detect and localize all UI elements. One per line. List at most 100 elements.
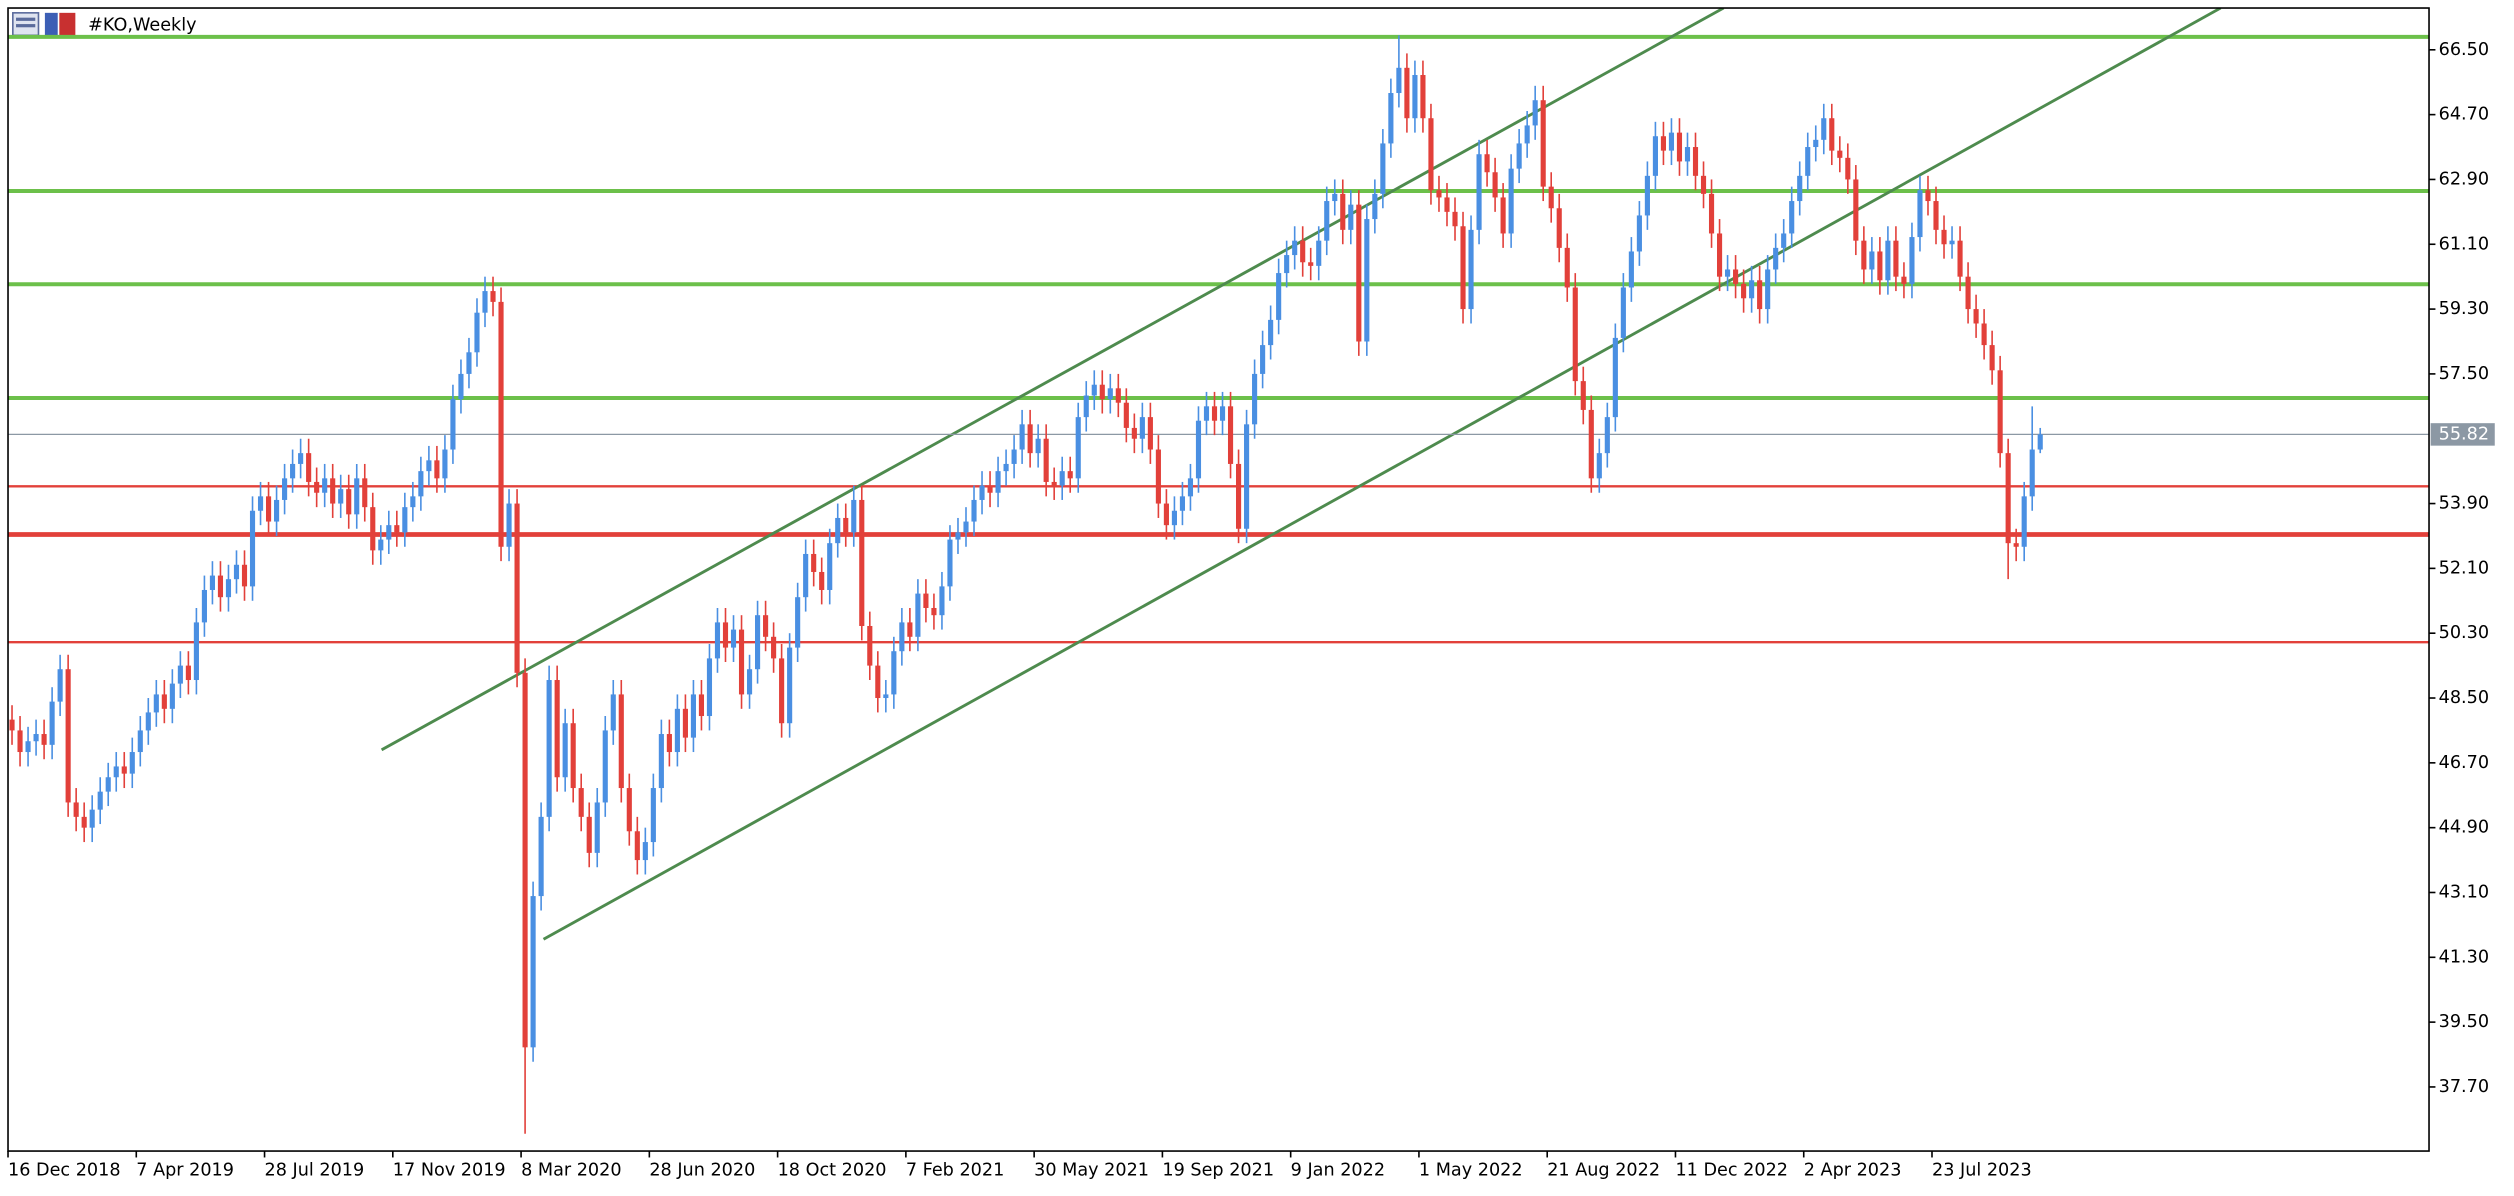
x-tick-label: 1 May 2022 bbox=[1419, 1160, 1523, 1180]
candle-body bbox=[1805, 147, 1811, 176]
candle-body bbox=[1757, 280, 1763, 310]
candle-body bbox=[2021, 496, 2027, 547]
candle-body bbox=[1268, 319, 1274, 346]
candle-body bbox=[1011, 449, 1017, 464]
candle-body bbox=[690, 694, 696, 738]
candle-body bbox=[1524, 125, 1530, 144]
candle-body bbox=[963, 521, 969, 533]
candle-body bbox=[1644, 175, 1650, 216]
plot-frame bbox=[7, 7, 2430, 1152]
candle-body bbox=[249, 510, 256, 587]
candle-body bbox=[1925, 190, 1931, 202]
candle-body bbox=[217, 575, 224, 598]
candle-body bbox=[354, 478, 360, 515]
candle-body bbox=[1476, 154, 1482, 230]
candle-body bbox=[2029, 449, 2035, 497]
candle-body bbox=[1171, 510, 1177, 526]
candle-body bbox=[1540, 100, 1546, 187]
candle-body bbox=[1556, 208, 1562, 248]
candle-body bbox=[265, 496, 272, 522]
candle-body bbox=[185, 665, 191, 681]
x-tick-label: 11 Dec 2022 bbox=[1675, 1160, 1788, 1180]
candle-body bbox=[562, 723, 568, 778]
candle-body bbox=[682, 708, 688, 738]
y-tick-label: 43.10 bbox=[2439, 882, 2489, 902]
candle-body bbox=[1452, 211, 1458, 227]
candle-body bbox=[442, 449, 448, 479]
candle-body bbox=[113, 766, 119, 778]
candle-body bbox=[1348, 204, 1354, 230]
x-tick-label: 9 Jan 2022 bbox=[1291, 1160, 1385, 1180]
candle-body bbox=[995, 471, 1001, 493]
candle-body bbox=[177, 665, 183, 684]
candle-body bbox=[987, 485, 993, 493]
candle-body bbox=[1636, 215, 1642, 252]
candle-body bbox=[1612, 337, 1618, 418]
candle-body bbox=[1532, 100, 1538, 126]
candle-body bbox=[1853, 179, 1859, 241]
candle-body bbox=[1388, 93, 1394, 144]
candle-body bbox=[626, 788, 632, 832]
y-tick-label: 37.70 bbox=[2439, 1077, 2489, 1097]
candle-body bbox=[1244, 424, 1250, 529]
candle-body bbox=[17, 730, 23, 753]
candle-body bbox=[1356, 204, 1362, 342]
candle-body bbox=[1580, 381, 1586, 410]
candle-body bbox=[1211, 406, 1218, 421]
candle-body bbox=[201, 589, 207, 623]
candle-body bbox=[1059, 471, 1065, 486]
candle-body bbox=[1660, 136, 1667, 151]
candle-body bbox=[674, 708, 680, 753]
candle-body bbox=[306, 453, 312, 482]
y-tick-label: 46.70 bbox=[2439, 753, 2489, 773]
candle-body bbox=[738, 629, 745, 695]
candle-body bbox=[1813, 139, 1819, 148]
candle-body bbox=[1676, 132, 1683, 162]
candle-body bbox=[1596, 453, 1602, 479]
candle-body bbox=[225, 579, 232, 598]
candle-body bbox=[1652, 136, 1658, 176]
candle-body bbox=[827, 543, 833, 590]
x-tick-label: 7 Apr 2019 bbox=[136, 1160, 234, 1180]
candle-body bbox=[1572, 287, 1578, 382]
candle-body bbox=[706, 658, 713, 717]
candle-body bbox=[1436, 190, 1442, 198]
candle-body bbox=[1396, 67, 1402, 94]
candle-body bbox=[1604, 417, 1610, 454]
candle-body bbox=[1989, 345, 1995, 371]
candle-body bbox=[1444, 197, 1450, 212]
candle-body bbox=[546, 680, 552, 817]
candle-body bbox=[362, 478, 368, 508]
candle-body bbox=[1260, 345, 1266, 374]
candle-body bbox=[1235, 463, 1242, 529]
x-tick-label: 21 Aug 2022 bbox=[1547, 1160, 1660, 1180]
candle-body bbox=[1781, 233, 1787, 248]
candle-body bbox=[610, 694, 616, 731]
candle-body bbox=[666, 734, 672, 753]
candle-body bbox=[1043, 438, 1049, 482]
candle-body bbox=[1797, 175, 1803, 202]
x-tick-label: 18 Oct 2020 bbox=[778, 1160, 887, 1180]
window-icons bbox=[12, 12, 76, 37]
candle-body bbox=[49, 701, 55, 745]
candle-body bbox=[1893, 240, 1899, 277]
candle-body bbox=[875, 665, 881, 699]
y-tick-label: 61.10 bbox=[2439, 234, 2489, 254]
candle-body bbox=[1869, 251, 1875, 270]
candle-body bbox=[1829, 118, 1835, 151]
candle-body bbox=[1845, 157, 1851, 180]
candle-body bbox=[1324, 201, 1330, 241]
candle-body bbox=[1484, 154, 1490, 173]
icon bbox=[16, 17, 36, 21]
x-tick-label: 2 Apr 2023 bbox=[1804, 1160, 1902, 1180]
candle-body bbox=[145, 712, 151, 731]
candle-body bbox=[193, 622, 199, 681]
y-tick-label: 39.50 bbox=[2439, 1012, 2489, 1032]
candle-body bbox=[971, 499, 977, 522]
candle-body bbox=[1468, 229, 1474, 310]
candle-body bbox=[594, 802, 600, 853]
candle-body bbox=[779, 658, 785, 724]
candle-body bbox=[1773, 247, 1779, 270]
candle-body bbox=[1316, 240, 1322, 266]
y-tick-label: 59.30 bbox=[2439, 299, 2489, 319]
